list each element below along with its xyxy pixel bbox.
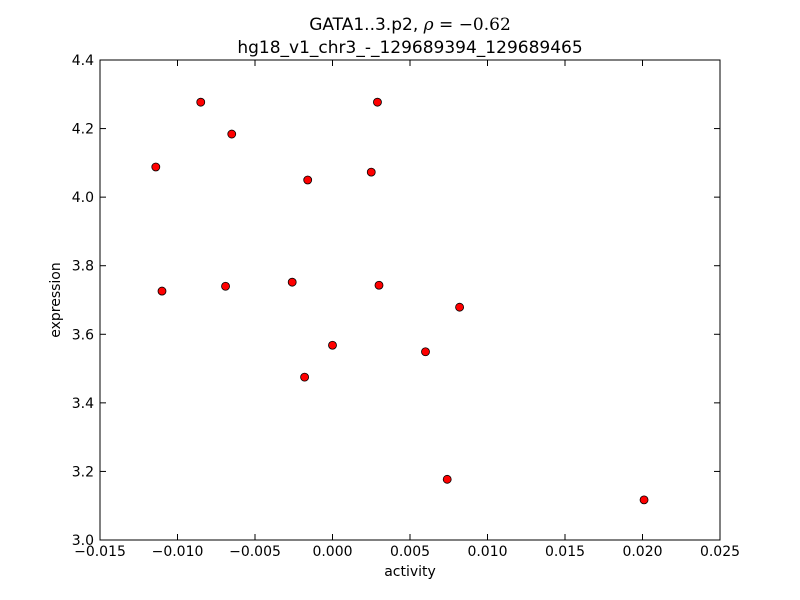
y-tick-label: 3.2 bbox=[72, 464, 94, 480]
x-tick-label: 0.000 bbox=[312, 544, 352, 560]
data-point bbox=[373, 97, 382, 107]
data-point bbox=[151, 162, 161, 172]
y-tick-label: 3.8 bbox=[72, 259, 94, 275]
chart-title-line1: GATA1..3.p2, ρ = −0.62 bbox=[309, 15, 511, 35]
data-point bbox=[374, 280, 384, 290]
data-point bbox=[455, 302, 465, 312]
data-points bbox=[151, 97, 649, 505]
data-point bbox=[421, 347, 430, 357]
x-axis-label: activity bbox=[384, 564, 436, 580]
x-tick-label: 0.015 bbox=[545, 544, 585, 560]
y-tick-label: 3.6 bbox=[72, 327, 94, 343]
plot-area bbox=[99, 59, 721, 541]
data-point bbox=[328, 340, 337, 350]
x-tick-label: 0.005 bbox=[390, 544, 430, 560]
y-tick-label: 3.0 bbox=[72, 533, 94, 549]
y-tick-label: 4.0 bbox=[72, 190, 94, 206]
x-tick-label: 0.025 bbox=[700, 544, 740, 560]
data-point bbox=[221, 281, 230, 291]
y-tick-label: 3.4 bbox=[72, 396, 94, 412]
x-tick-label: −0.015 bbox=[74, 544, 126, 560]
chart-title-line2: hg18_v1_chr3_-_129689394_129689465 bbox=[237, 38, 582, 58]
y-axis-label: expression bbox=[48, 262, 64, 338]
data-point bbox=[366, 167, 376, 177]
data-point bbox=[227, 129, 237, 139]
data-point bbox=[287, 277, 297, 287]
rho-value: −0.62 bbox=[459, 15, 511, 35]
x-tick-label: −0.010 bbox=[152, 544, 204, 560]
x-axis: −0.015 −0.010 −0.005 0.000 0.005 0.010 0.015 0.… bbox=[74, 60, 740, 560]
data-point bbox=[196, 97, 206, 107]
data-point bbox=[303, 175, 313, 185]
data-point bbox=[157, 286, 167, 296]
x-tick-label: 0.010 bbox=[467, 544, 507, 560]
data-point bbox=[300, 372, 310, 382]
rho-symbol: ρ bbox=[423, 15, 434, 35]
y-axis: 3.0 3.2 3.4 3.6 3.8 4.0 4.2 4.4 bbox=[72, 53, 720, 549]
x-tick-label: −0.005 bbox=[229, 544, 281, 560]
y-tick-label: 4.2 bbox=[72, 122, 94, 138]
data-point bbox=[442, 474, 452, 484]
x-tick-label: 0.020 bbox=[622, 544, 662, 560]
data-point bbox=[639, 495, 649, 505]
y-tick-label: 4.4 bbox=[72, 53, 94, 69]
